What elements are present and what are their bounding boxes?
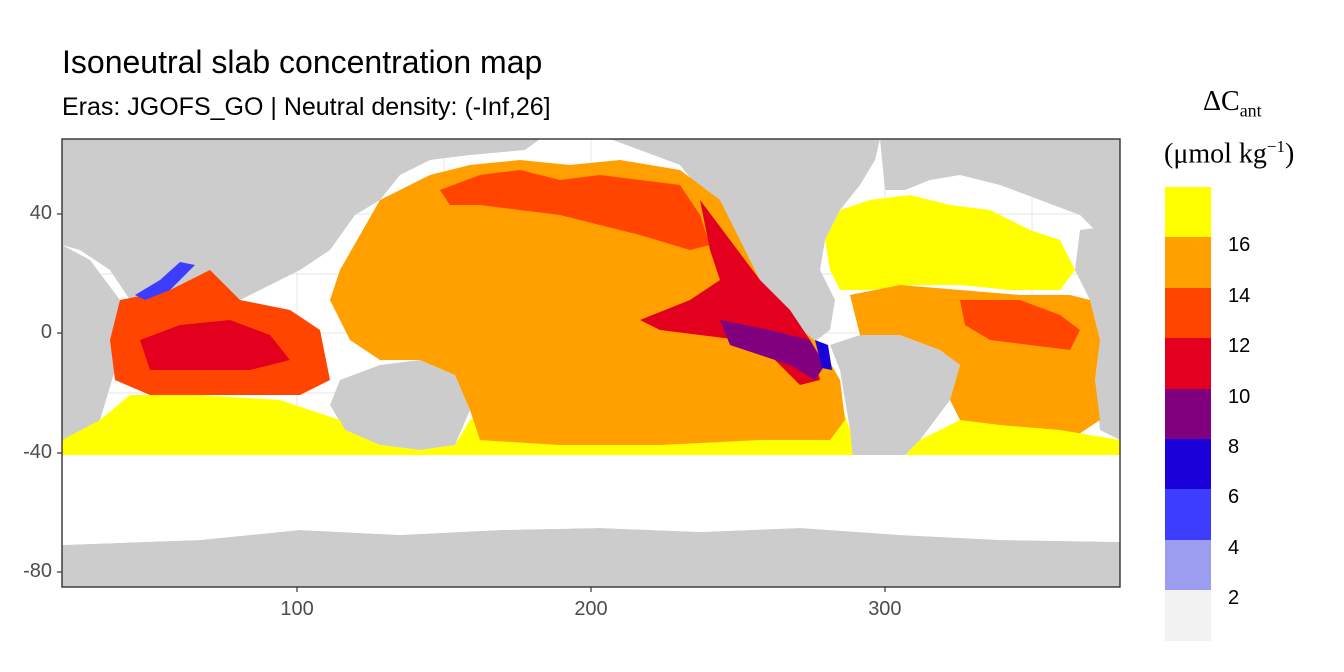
x-tick-label: 100 <box>280 598 314 620</box>
legend-title-unit: (μmol kg−1) <box>1164 137 1294 170</box>
legend-swatch <box>1165 489 1211 540</box>
band-12-14-pacific <box>440 170 710 250</box>
legend-label: 6 <box>1228 486 1240 509</box>
map-layers <box>62 139 1120 587</box>
legend-swatch <box>1165 388 1211 439</box>
y-tick-label: -40 <box>23 440 52 463</box>
map-subtitle: Eras: JGOFS_GO | Neutral density: (-Inf,… <box>62 93 551 121</box>
legend-label: 4 <box>1228 536 1240 559</box>
band-16-plus-south-atlantic <box>870 420 1120 495</box>
no-data-band <box>62 455 1120 545</box>
legend-swatch <box>1165 287 1211 339</box>
band-12-14-atlantic <box>960 300 1080 350</box>
legend-label: 2 <box>1228 587 1240 610</box>
legend-label: 8 <box>1228 436 1240 458</box>
band-6-8 <box>815 340 832 370</box>
y-tick-label: 0 <box>40 321 52 344</box>
legend-swatch <box>1165 338 1211 389</box>
legend-label: 16 <box>1228 234 1251 257</box>
legend-swatch <box>1165 439 1211 490</box>
legend-unit-prefix: (μmol kg <box>1164 138 1267 170</box>
legend-unit-suffix: ) <box>1285 138 1295 170</box>
legend-swatch <box>1165 187 1211 238</box>
x-tick-label: 200 <box>574 598 608 620</box>
band-10-12-indian <box>140 320 290 370</box>
legend-label: 10 <box>1228 385 1251 408</box>
map-title: Isoneutral slab concentration map <box>62 44 543 80</box>
legend-label: 14 <box>1228 284 1251 307</box>
legend-swatch <box>1165 590 1211 641</box>
band-16-plus-atlantic <box>825 195 1075 290</box>
band-8-10 <box>720 320 825 380</box>
y-tick-label: 40 <box>29 201 52 224</box>
land-layer <box>62 139 1120 587</box>
legend-label: 12 <box>1228 335 1251 358</box>
legend-title-symbol: ΔCant <box>1203 86 1262 122</box>
legend-swatch <box>1165 237 1211 288</box>
band-6-8-arabian <box>135 262 195 300</box>
x-tick-label: 300 <box>868 598 902 620</box>
legend-unit-sup: −1 <box>1266 137 1285 156</box>
legend-swatch <box>1165 539 1211 591</box>
y-tick-label: -80 <box>23 560 52 583</box>
legend-symbol: ΔC <box>1203 86 1240 117</box>
axis-ticks <box>57 213 886 592</box>
legend-subscript: ant <box>1239 100 1262 121</box>
